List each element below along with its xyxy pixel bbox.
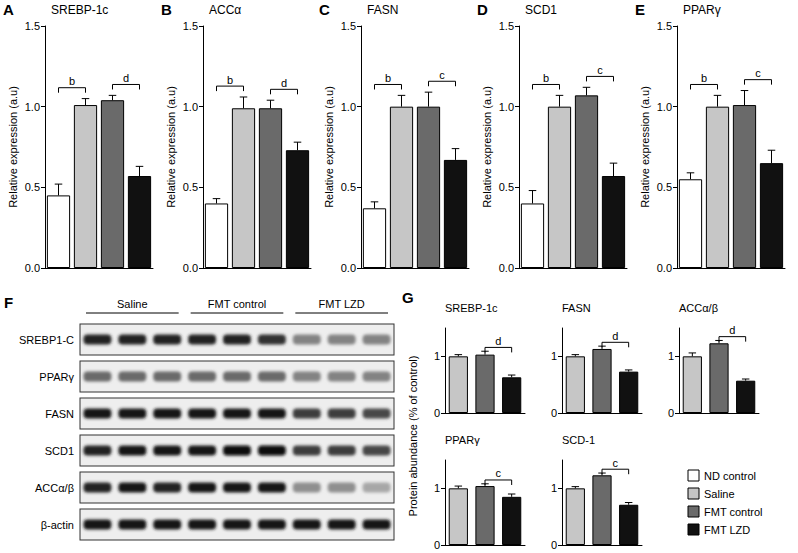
svg-text:Protein abundance (% of contro: Protein abundance (% of control) [407,356,419,517]
svg-text:1: 1 [434,482,440,494]
svg-text:FASN: FASN [45,408,74,420]
svg-text:1.0: 1.0 [657,101,672,113]
svg-text:0: 0 [551,407,557,419]
svg-text:FMT LZD: FMT LZD [319,298,365,310]
svg-text:1.0: 1.0 [499,101,514,113]
svg-text:1.0: 1.0 [25,101,40,113]
svg-text:1.5: 1.5 [657,20,672,32]
svg-text:d: d [612,330,618,342]
svg-text:1: 1 [434,350,440,362]
svg-text:Saline: Saline [117,298,148,310]
svg-text:SCD1: SCD1 [525,3,557,17]
svg-text:b: b [701,72,707,84]
svg-text:SCD1: SCD1 [45,445,74,457]
svg-text:SREBP-1c: SREBP-1c [445,302,498,314]
svg-text:PPARγ: PPARγ [39,371,74,383]
svg-text:1.5: 1.5 [499,20,514,32]
svg-text:0.5: 0.5 [657,181,672,193]
svg-text:1.5: 1.5 [25,20,40,32]
svg-text:Relative expression (a.u): Relative expression (a.u) [165,86,177,208]
svg-text:FASN: FASN [367,3,398,17]
svg-text:0.5: 0.5 [341,181,356,193]
svg-text:0.0: 0.0 [657,262,672,274]
svg-text:SREBP1-C: SREBP1-C [19,334,74,346]
svg-text:PPARγ: PPARγ [445,434,480,446]
svg-text:PPARγ: PPARγ [683,3,721,17]
svg-text:b: b [69,75,75,87]
svg-text:FMT LZD: FMT LZD [704,524,750,536]
svg-text:0.5: 0.5 [25,181,40,193]
svg-text:1.0: 1.0 [183,101,198,113]
svg-text:c: c [755,67,761,79]
svg-text:0: 0 [551,539,557,551]
svg-text:d: d [495,335,501,347]
svg-text:Relative expression (a.u): Relative expression (a.u) [481,86,493,208]
svg-text:c: c [496,467,502,479]
svg-text:Saline: Saline [704,488,735,500]
svg-text:c: c [613,457,619,469]
svg-text:C: C [319,1,330,18]
svg-text:d: d [123,72,129,84]
svg-text:1: 1 [551,350,557,362]
svg-text:G: G [402,289,414,306]
svg-text:B: B [161,1,172,18]
svg-text:FASN: FASN [562,302,591,314]
svg-text:0: 0 [434,539,440,551]
svg-text:ND control: ND control [704,470,756,482]
svg-text:1.5: 1.5 [341,20,356,32]
svg-text:A: A [3,1,14,18]
svg-text:0.5: 0.5 [499,181,514,193]
svg-text:Relative expression (a.u): Relative expression (a.u) [7,86,19,208]
svg-text:d: d [281,77,287,89]
svg-text:1.5: 1.5 [183,20,198,32]
svg-text:0: 0 [434,407,440,419]
svg-text:F: F [4,294,13,311]
svg-text:E: E [635,1,645,18]
svg-text:0.0: 0.0 [183,262,198,274]
svg-text:FMT control: FMT control [208,298,266,310]
svg-text:β-actin: β-actin [41,519,74,531]
svg-text:ACCα: ACCα [209,3,241,17]
svg-text:1: 1 [551,482,557,494]
svg-text:SCD-1: SCD-1 [562,434,595,446]
svg-text:ACCα/β: ACCα/β [679,302,718,314]
svg-text:FMT control: FMT control [704,506,762,518]
svg-text:1.0: 1.0 [341,101,356,113]
svg-text:0.5: 0.5 [183,181,198,193]
svg-text:Relative expression (a.u): Relative expression (a.u) [639,86,651,208]
svg-text:c: c [597,64,603,76]
svg-text:0.0: 0.0 [499,262,514,274]
svg-text:0: 0 [668,407,674,419]
svg-text:c: c [439,69,445,81]
svg-text:b: b [227,74,233,86]
svg-text:d: d [729,324,735,336]
svg-text:b: b [543,72,549,84]
svg-text:1: 1 [668,350,674,362]
svg-text:D: D [477,1,488,18]
svg-text:0.0: 0.0 [341,262,356,274]
svg-text:0.0: 0.0 [25,262,40,274]
svg-text:Relative expression (a.u): Relative expression (a.u) [323,86,335,208]
svg-text:b: b [385,72,391,84]
svg-text:ACCα/β: ACCα/β [35,482,74,494]
svg-text:SREBP-1c: SREBP-1c [51,3,108,17]
